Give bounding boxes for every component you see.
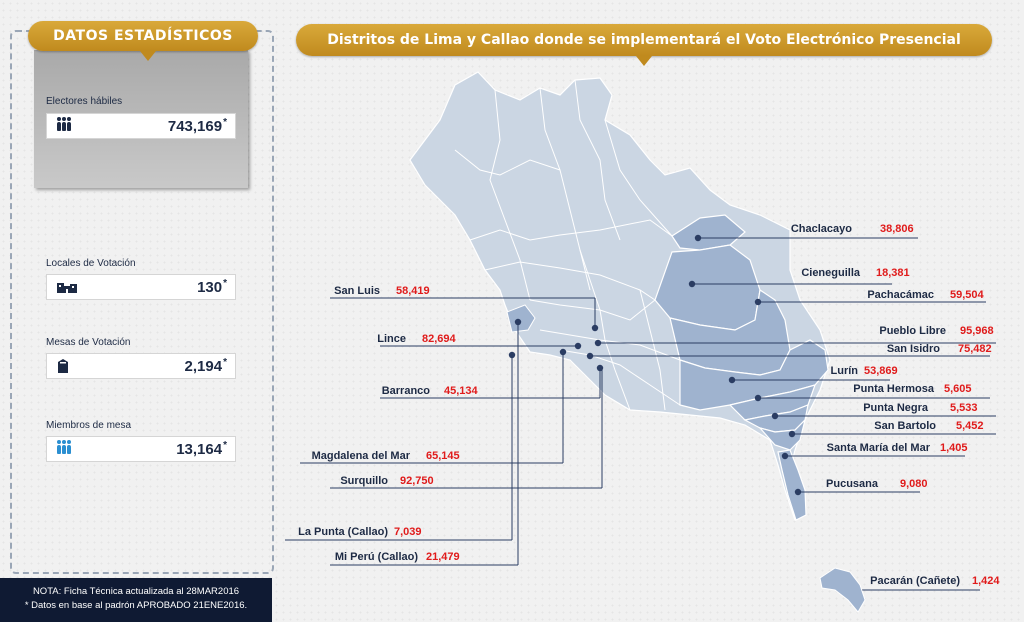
value-santa-maria: 1,405 — [940, 442, 968, 454]
pucusana-shape — [777, 449, 807, 521]
label-santa-maria: Santa María del Mar — [827, 442, 931, 454]
label-pachacamac: Pachacámac — [867, 289, 934, 301]
label-la-punta: La Punta (Callao) — [298, 526, 388, 538]
value-san-bartolo: 5,452 — [956, 420, 984, 432]
district-labels: Chaclacayo 38,806 Cieneguilla 18,381 Pac… — [298, 223, 1000, 587]
label-lurin: Lurín — [831, 365, 859, 377]
value-pachacamac: 59,504 — [950, 289, 985, 301]
building-icon — [57, 281, 77, 293]
people-icon — [57, 439, 71, 454]
stat-box-mesas: 2,194* — [46, 353, 236, 379]
value-barranco: 45,134 — [444, 385, 479, 397]
district-borders — [454, 79, 681, 411]
footnote: NOTA: Ficha Técnica actualizada al 28MAR… — [0, 578, 272, 622]
value-pacaran: 1,424 — [972, 575, 1000, 587]
label-cieneguilla: Cieneguilla — [801, 267, 861, 279]
stat-box-electores: 743,169* — [46, 113, 236, 139]
footnote-line-1: NOTA: Ficha Técnica actualizada al 28MAR… — [32, 586, 240, 597]
value-cieneguilla: 18,381 — [876, 267, 910, 279]
value-lurin: 53,869 — [864, 365, 898, 377]
san-bartolo-shape — [758, 418, 807, 451]
label-pacaran: Pacarán (Cañete) — [870, 575, 960, 587]
stat-label-miembros: Miembros de mesa — [46, 420, 132, 431]
label-barranco: Barranco — [382, 385, 431, 397]
callao-shape — [506, 304, 536, 333]
cieneguilla-shape — [654, 244, 761, 331]
value-la-punta: 7,039 — [394, 526, 422, 538]
value-san-isidro: 75,482 — [958, 343, 992, 355]
value-punta-negra: 5,533 — [950, 402, 978, 414]
label-surquillo: Surquillo — [340, 475, 388, 487]
stat-label-locales: Locales de Votación — [46, 258, 136, 269]
pacaran-shape — [819, 567, 866, 613]
people-icon — [57, 116, 71, 131]
leader-lines — [285, 237, 996, 591]
stat-box-locales: 130* — [46, 274, 236, 300]
label-san-isidro: San Isidro — [887, 343, 940, 355]
value-san-luis: 58,419 — [396, 285, 430, 297]
stat-value-locales: 130* — [197, 278, 227, 296]
label-magdalena: Magdalena del Mar — [312, 450, 411, 462]
stat-label-electores: Electores hábiles — [46, 96, 123, 107]
value-chaclacayo: 38,806 — [880, 223, 914, 235]
label-chaclacayo: Chaclacayo — [791, 223, 852, 235]
stat-value-miembros: 13,164* — [176, 440, 227, 458]
stats-title: DATOS ESTADÍSTICOS — [53, 28, 233, 44]
map-title-banner: Distritos de Lima y Callao donde se impl… — [296, 24, 992, 66]
label-punta-negra: Punta Negra — [863, 402, 929, 414]
value-surquillo: 92,750 — [400, 475, 434, 487]
value-pueblo-libre: 95,968 — [960, 325, 994, 337]
label-san-bartolo: San Bartolo — [874, 420, 936, 432]
footnote-line-2: * Datos en base al padrón APROBADO 21ENE… — [24, 600, 248, 611]
stat-value-electores: 743,169* — [167, 117, 227, 135]
stats-title-banner: DATOS ESTADÍSTICOS — [28, 21, 258, 61]
stat-label-mesas: Mesas de Votación — [46, 337, 131, 348]
stat-box-miembros: 13,164* — [46, 436, 236, 462]
map-title: Distritos de Lima y Callao donde se impl… — [327, 32, 961, 48]
value-magdalena: 65,145 — [426, 450, 460, 462]
label-san-luis: San Luis — [334, 285, 380, 297]
label-punta-hermosa: Punta Hermosa — [853, 383, 935, 395]
label-mi-peru: Mi Perú (Callao) — [335, 551, 418, 563]
value-lince: 82,694 — [422, 333, 457, 345]
value-pucusana: 9,080 — [900, 478, 928, 490]
value-mi-peru: 21,479 — [426, 551, 460, 563]
label-pucusana: Pucusana — [826, 478, 879, 490]
value-punta-hermosa: 5,605 — [944, 383, 972, 395]
stat-value-mesas: 2,194* — [184, 357, 227, 375]
label-pueblo-libre: Pueblo Libre — [879, 325, 946, 337]
lurin-shape — [679, 339, 829, 411]
ballot-box-icon — [57, 359, 69, 373]
label-lince: Lince — [377, 333, 406, 345]
